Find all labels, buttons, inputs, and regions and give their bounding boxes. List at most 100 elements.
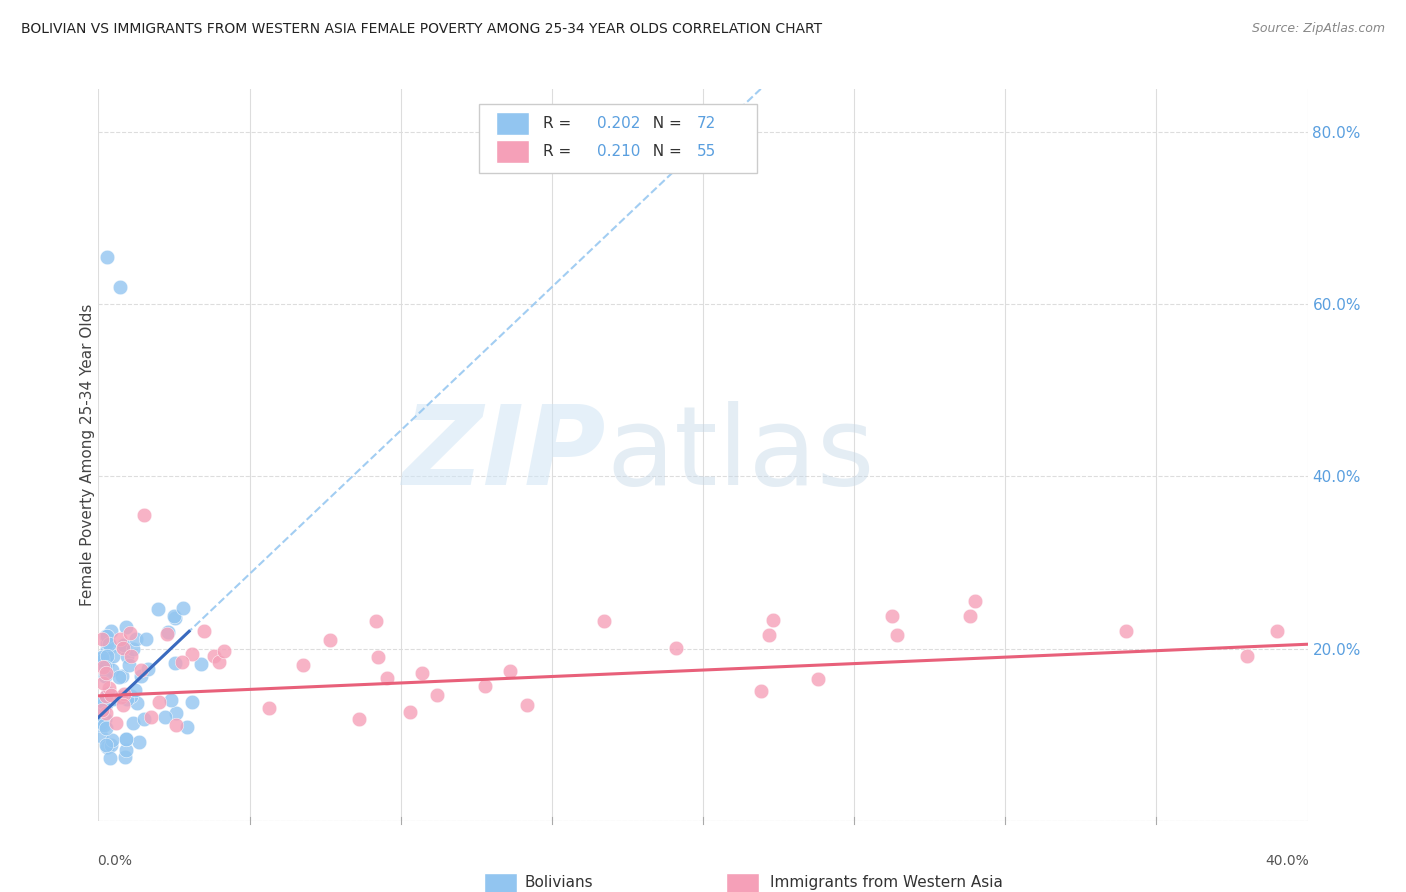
Point: [112, 640, 135, 655]
Point: [91, 653, 114, 667]
Point: [91, 695, 114, 709]
Point: [132, 508, 155, 523]
Point: [121, 715, 143, 730]
Point: [758, 628, 780, 642]
Point: [291, 657, 314, 672]
Point: [101, 649, 124, 664]
Point: [136, 662, 159, 676]
Point: [90, 718, 112, 732]
Point: [90, 650, 112, 665]
Point: [90, 729, 112, 743]
Point: [148, 695, 170, 709]
Point: [125, 632, 148, 646]
Point: [112, 638, 135, 652]
Point: [212, 643, 235, 657]
Point: [807, 672, 830, 686]
Point: [135, 632, 157, 646]
FancyBboxPatch shape: [496, 112, 529, 136]
Point: [96, 721, 118, 735]
Point: [190, 657, 212, 672]
FancyBboxPatch shape: [479, 103, 758, 173]
Text: 0.0%: 0.0%: [97, 854, 132, 868]
Point: [426, 688, 449, 702]
Point: [163, 656, 186, 670]
Point: [118, 625, 141, 640]
Point: [880, 609, 903, 624]
Point: [91, 675, 114, 690]
Point: [411, 666, 433, 681]
Point: [90, 632, 112, 647]
Point: [94, 697, 117, 711]
Point: [98, 690, 121, 705]
Point: [129, 669, 152, 683]
Point: [91, 660, 114, 674]
Point: [257, 701, 280, 715]
Point: [165, 706, 187, 720]
Point: [96, 636, 118, 650]
Point: [139, 710, 162, 724]
Point: [117, 691, 139, 706]
Point: [474, 679, 496, 693]
Point: [593, 614, 616, 628]
Point: [125, 697, 148, 711]
Point: [399, 705, 422, 719]
Point: [101, 733, 124, 747]
Point: [965, 594, 987, 608]
Point: [165, 611, 187, 625]
FancyBboxPatch shape: [725, 872, 759, 892]
Point: [153, 710, 176, 724]
Point: [156, 624, 179, 639]
Text: 0.202: 0.202: [596, 116, 640, 131]
Text: Immigrants from Western Asia: Immigrants from Western Asia: [769, 875, 1002, 890]
Text: ZIP: ZIP: [402, 401, 606, 508]
Text: 40.0%: 40.0%: [1265, 854, 1309, 868]
Point: [115, 620, 138, 634]
Point: [886, 628, 908, 642]
Text: BOLIVIAN VS IMMIGRANTS FROM WESTERN ASIA FEMALE POVERTY AMONG 25-34 YEAR OLDS CO: BOLIVIAN VS IMMIGRANTS FROM WESTERN ASIA…: [21, 22, 823, 37]
Point: [193, 624, 215, 639]
Point: [110, 690, 132, 704]
FancyBboxPatch shape: [484, 872, 517, 892]
Point: [100, 688, 122, 702]
Point: [96, 657, 118, 671]
Point: [100, 738, 122, 752]
Text: 55: 55: [697, 144, 716, 159]
Point: [180, 647, 202, 661]
Point: [1115, 624, 1137, 638]
Point: [114, 749, 136, 764]
Point: [172, 600, 194, 615]
Point: [159, 693, 181, 707]
FancyBboxPatch shape: [496, 140, 529, 163]
Point: [96, 250, 118, 264]
Point: [112, 640, 135, 654]
Point: [665, 641, 688, 656]
Point: [108, 280, 131, 294]
Point: [101, 663, 124, 677]
Point: [98, 751, 121, 765]
Point: [96, 740, 118, 755]
Point: [94, 689, 117, 703]
Point: [91, 703, 114, 717]
Point: [94, 660, 117, 674]
Point: [208, 655, 231, 669]
Point: [89, 651, 111, 665]
Point: [96, 739, 118, 753]
Point: [165, 718, 187, 732]
Point: [96, 648, 118, 663]
Text: 0.210: 0.210: [596, 144, 640, 159]
Point: [94, 668, 117, 682]
Text: N =: N =: [643, 144, 686, 159]
Text: 72: 72: [697, 116, 716, 131]
Point: [115, 742, 138, 756]
Point: [128, 735, 150, 749]
Y-axis label: Female Poverty Among 25-34 Year Olds: Female Poverty Among 25-34 Year Olds: [80, 304, 94, 606]
Point: [1236, 648, 1258, 663]
Point: [115, 731, 138, 746]
Point: [176, 719, 198, 733]
Point: [96, 642, 118, 657]
Point: [367, 649, 389, 664]
Point: [181, 695, 204, 709]
Point: [93, 718, 115, 732]
Point: [101, 692, 124, 706]
Point: [108, 669, 131, 683]
